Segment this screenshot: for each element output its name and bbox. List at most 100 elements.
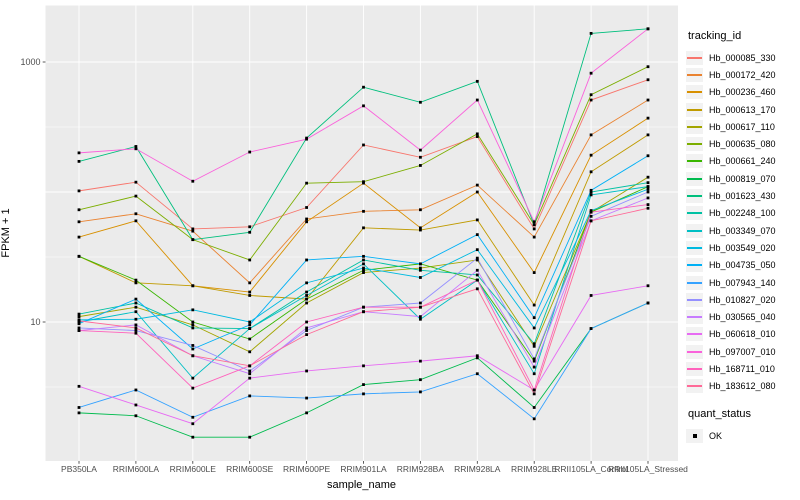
data-point xyxy=(532,220,536,224)
data-point xyxy=(589,31,593,35)
data-point xyxy=(532,388,536,392)
data-point xyxy=(475,79,479,83)
legend-entry-Hb_060618_010: Hb_060618_010 xyxy=(686,326,798,343)
legend-entry-label: OK xyxy=(709,430,723,441)
data-point xyxy=(419,317,422,321)
data-point xyxy=(419,100,422,104)
data-point xyxy=(419,266,422,270)
legend-key-line-icon xyxy=(686,137,703,152)
data-point xyxy=(475,218,479,222)
data-point xyxy=(532,372,536,376)
data-point xyxy=(77,189,81,193)
data-point xyxy=(305,333,308,336)
data-point xyxy=(419,359,422,363)
data-point xyxy=(362,262,365,266)
legend-key-line-icon xyxy=(686,85,703,100)
data-point xyxy=(305,258,308,262)
data-point xyxy=(305,137,308,141)
legend-entry-label: Hb_003549_020 xyxy=(709,242,776,253)
data-point xyxy=(248,364,252,368)
legend-entry-label: Hb_000085_330 xyxy=(709,52,776,63)
data-point xyxy=(646,181,650,185)
data-point xyxy=(134,329,138,332)
data-point xyxy=(362,258,365,262)
legend-entry-Hb_003349_070: Hb_003349_070 xyxy=(686,222,798,239)
data-point xyxy=(589,210,593,214)
legend-key-line-icon xyxy=(686,361,703,376)
legend-entry-label: Hb_001623_430 xyxy=(709,191,776,202)
data-point xyxy=(191,435,195,439)
data-point xyxy=(646,133,650,137)
data-point xyxy=(362,383,365,386)
x-tick-label: RRIM928BA xyxy=(397,464,445,474)
legend-key-line-icon xyxy=(686,119,703,134)
data-point xyxy=(589,153,593,157)
data-point xyxy=(419,228,422,232)
data-point xyxy=(646,187,650,191)
data-point xyxy=(305,206,308,209)
data-point xyxy=(475,98,479,102)
legend-key-line-icon xyxy=(686,154,703,169)
legend-entry-label: Hb_000819_070 xyxy=(709,173,776,184)
data-point xyxy=(475,233,479,237)
x-axis-title: sample_name xyxy=(326,479,397,491)
data-point xyxy=(646,203,650,206)
legend-key-line-icon xyxy=(686,275,703,290)
data-point xyxy=(77,406,81,409)
data-point xyxy=(191,227,195,231)
legend-entry-label: Hb_003349_070 xyxy=(709,225,776,236)
data-point xyxy=(362,104,365,108)
data-point xyxy=(134,212,138,216)
data-point xyxy=(134,194,138,198)
legend-entry-Hb_000661_240: Hb_000661_240 xyxy=(686,153,798,170)
y-axis-title: FPKM + 1 xyxy=(0,208,12,258)
data-point xyxy=(646,27,650,31)
data-point xyxy=(248,230,252,234)
x-tick-label: RRIM928LE xyxy=(511,464,558,474)
legend-entry-Hb_004735_050: Hb_004735_050 xyxy=(686,257,798,274)
data-point xyxy=(419,155,422,159)
legend-entry-label: Hb_030565_040 xyxy=(709,312,776,323)
data-point xyxy=(248,394,252,398)
data-point xyxy=(305,220,308,224)
legend-entry-Hb_010827_020: Hb_010827_020 xyxy=(686,291,798,308)
data-point xyxy=(77,254,81,258)
legend-entry-label: Hb_000613_170 xyxy=(709,104,776,115)
data-point xyxy=(532,235,536,239)
legend-title-tracking-id: tracking_id xyxy=(688,30,742,42)
data-point xyxy=(134,147,138,151)
data-point xyxy=(532,223,536,227)
data-point xyxy=(646,196,650,200)
data-point xyxy=(475,287,479,291)
data-point xyxy=(419,208,422,212)
x-tick-label: RRIM901LA xyxy=(340,464,387,474)
x-tick-label: RRIM600SE xyxy=(226,464,274,474)
data-point xyxy=(134,305,138,309)
legend-entry-Hb_000617_110: Hb_000617_110 xyxy=(686,118,798,135)
data-point xyxy=(589,214,593,218)
data-point xyxy=(77,326,81,330)
legend-entry-Hb_002248_100: Hb_002248_100 xyxy=(686,205,798,222)
data-point xyxy=(77,220,81,224)
data-point xyxy=(419,262,422,266)
legend-entry-label: Hb_168711_010 xyxy=(709,363,775,374)
data-point xyxy=(419,148,422,152)
legend-key-line-icon xyxy=(686,67,703,82)
data-point xyxy=(248,350,252,354)
data-point xyxy=(475,372,479,376)
data-point xyxy=(475,135,479,138)
data-point xyxy=(419,164,422,167)
data-point xyxy=(646,301,650,305)
data-point xyxy=(419,305,422,309)
legend-entry-Hb_000085_330: Hb_000085_330 xyxy=(686,49,798,66)
legend-title-quant-status: quant_status xyxy=(688,407,751,420)
data-point xyxy=(475,268,479,272)
data-point xyxy=(475,132,479,136)
data-point xyxy=(248,327,252,330)
data-point xyxy=(191,354,195,358)
data-point xyxy=(77,159,81,163)
data-point xyxy=(419,390,422,394)
data-point xyxy=(362,143,365,147)
